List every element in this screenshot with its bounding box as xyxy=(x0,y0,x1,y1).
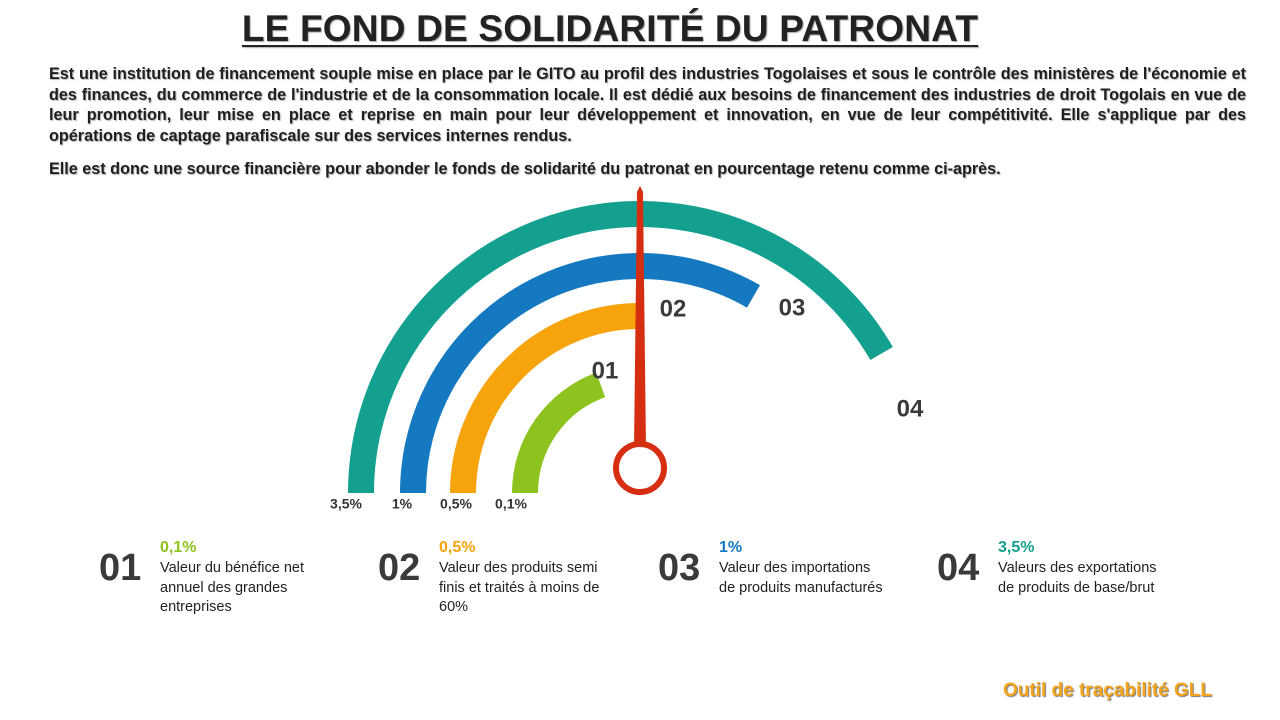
gauge-needle xyxy=(634,186,646,450)
gauge-label-02: 02 xyxy=(660,295,687,322)
gauge-label-01: 01 xyxy=(592,357,619,384)
legend-number: 02 xyxy=(378,547,421,589)
legend-description: Valeur des produits semi finis et traité… xyxy=(439,560,600,615)
legend-percent: 3,5% xyxy=(998,539,1035,556)
page-title: LE FOND DE SOLIDARITÉ DU PATRONAT xyxy=(241,8,979,49)
gauge-arc-03 xyxy=(400,253,760,494)
legend-percent: 0,5% xyxy=(439,539,476,556)
intro-paragraph: Est une institution de financement soupl… xyxy=(49,65,1246,145)
gauge-percent-03: 1% xyxy=(392,496,413,512)
gauge-percent-01: 0,1% xyxy=(495,496,527,512)
gauge-arc-02 xyxy=(450,303,641,494)
legend-description: Valeur du bénéfice net annuel des grande… xyxy=(160,560,305,615)
legend-item-03: 03 1% Valeur des importations de produit… xyxy=(658,537,928,627)
gauge-label-03: 03 xyxy=(779,294,806,321)
intro-paragraph-2: Elle est donc une source financière pour… xyxy=(49,160,1001,178)
legend-item-02: 02 0,5% Valeur des produits semi finis e… xyxy=(378,537,648,627)
gauge-label-04: 04 xyxy=(897,395,924,422)
legend-number: 04 xyxy=(937,547,980,589)
legend-description: Valeur des importations de produits manu… xyxy=(719,560,883,596)
legend-description: Valeurs des exportations de produits de … xyxy=(998,560,1157,596)
gauge-needle-hub xyxy=(613,441,667,495)
footer-brand: Outil de traçabilité GLL xyxy=(1002,680,1212,701)
gauge-percent-04: 3,5% xyxy=(330,496,362,512)
legend-percent: 1% xyxy=(719,539,743,556)
gauge-arc-04 xyxy=(348,201,893,494)
legend-number: 03 xyxy=(658,547,701,589)
gauge-percent-02: 0,5% xyxy=(440,496,472,512)
legend-item-01: 01 0,1% Valeur du bénéfice net annuel de… xyxy=(99,537,369,627)
legend-percent: 0,1% xyxy=(160,539,197,556)
legend-number: 01 xyxy=(99,547,142,589)
gauge-arc-01 xyxy=(512,372,606,494)
legend-item-04: 04 3,5% Valeurs des exportations de prod… xyxy=(937,537,1207,627)
